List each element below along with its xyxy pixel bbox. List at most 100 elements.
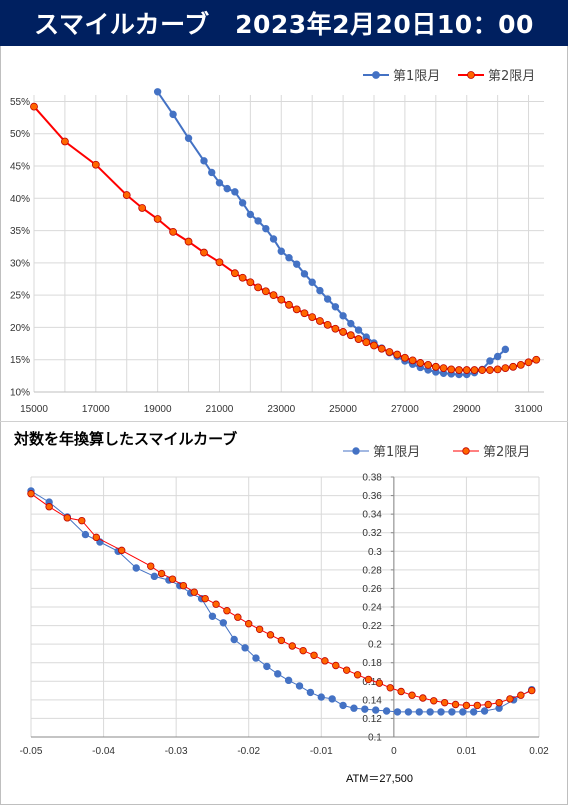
series-second-month-point — [254, 283, 262, 292]
y-tick-label: 0.36 — [362, 491, 382, 502]
y-tick-label: 45% — [10, 162, 30, 173]
series-first-month-point — [339, 312, 347, 320]
y-tick-label: 0.22 — [362, 621, 382, 632]
series-second-month-point — [493, 365, 502, 374]
series-second-month-point — [118, 546, 126, 555]
series-second-month-point — [245, 620, 253, 628]
legend-label: 第1限月 — [373, 445, 420, 460]
legend-label: 第2限月 — [488, 69, 535, 84]
series-first-month-point — [323, 295, 332, 303]
series-second-month-point — [92, 533, 101, 542]
x-tick-label: 29000 — [453, 404, 481, 415]
y-tick-label: 0.34 — [362, 510, 382, 521]
series-second-month-point — [215, 258, 224, 267]
series-first-month-point — [486, 357, 494, 365]
series-second-month-point — [375, 679, 384, 687]
series-second-month-point — [370, 341, 378, 350]
series-second-month-point — [30, 102, 38, 111]
series-second-month-point — [386, 684, 394, 692]
y-tick-label: 0.16 — [362, 677, 382, 688]
series-second-month-point — [408, 691, 416, 699]
series-second-month-point — [231, 269, 239, 278]
series-second-month-point — [342, 666, 351, 674]
x-tick-label: 31000 — [515, 404, 543, 415]
series-first-month-point — [231, 188, 239, 196]
atm-note: ATM＝27,500 — [346, 773, 414, 785]
series-second-month-point — [455, 366, 463, 374]
series-second-month-point — [346, 331, 355, 340]
series-second-month-point — [223, 607, 231, 615]
y-tick-label: 0.3 — [368, 547, 382, 558]
legend-label: 第2限月 — [483, 445, 530, 460]
series-second-month-point — [321, 657, 329, 665]
series-second-month-point — [501, 364, 510, 373]
x-tick-label: 15000 — [20, 404, 48, 415]
series-second-month-point — [323, 320, 332, 329]
series-second-month-point — [179, 581, 188, 590]
y-tick-label: 35% — [10, 226, 30, 237]
y-tick-label: 0.14 — [362, 695, 382, 706]
series-second-month-point — [509, 362, 517, 371]
series-second-month-point — [63, 514, 71, 522]
series-second-month-point — [184, 237, 193, 246]
y-tick-label: 0.24 — [362, 603, 382, 614]
x-tick-label: 19000 — [144, 404, 172, 415]
x-tick-label: 27000 — [391, 404, 419, 415]
series-first-month-point — [382, 707, 391, 715]
series-second-month-point — [362, 338, 371, 347]
series-first-month-point — [169, 110, 177, 119]
series-first-month-point — [223, 184, 231, 193]
series-first-month-point — [339, 701, 347, 710]
series-second-month-point — [424, 360, 432, 369]
y-tick-label: 0.18 — [362, 658, 382, 669]
x-tick-label: -0.01 — [310, 746, 333, 757]
series-first-month-point — [469, 708, 478, 716]
series-first-month-point — [208, 168, 216, 177]
x-tick-label: -0.05 — [20, 746, 43, 757]
series-first-month-point — [277, 247, 285, 255]
series-first-month-point — [480, 707, 489, 715]
series-second-month-point — [78, 516, 86, 525]
legend-marker — [372, 71, 380, 79]
series-first-month-point — [263, 662, 271, 671]
series-first-month-point — [269, 235, 278, 243]
series-first-month-line — [30, 490, 532, 713]
series-second-month-point — [255, 625, 264, 633]
series-first-month-point — [230, 635, 238, 644]
series-second-month-point — [147, 562, 155, 570]
series-first-month-point — [81, 530, 90, 539]
legend-marker — [467, 71, 475, 79]
series-second-month-point — [462, 366, 471, 374]
series-second-month-point — [212, 600, 220, 608]
series-second-month-point — [339, 328, 347, 336]
series-second-month-point — [138, 204, 147, 212]
series-second-month-point — [310, 651, 318, 659]
series-first-month-point — [459, 708, 467, 716]
series-first-month-point — [415, 708, 423, 716]
y-tick-label: 50% — [10, 129, 30, 140]
series-first-month-point — [448, 708, 456, 716]
series-first-month-point — [284, 676, 293, 685]
legend-marker — [462, 447, 470, 455]
series-first-month-point — [293, 260, 301, 268]
series-second-month-point — [308, 313, 317, 322]
chart2-title: 対数を年換算したスマイルカーブ — [14, 430, 238, 448]
series-second-month-point — [153, 215, 162, 223]
series-second-month-point — [431, 362, 440, 371]
series-second-month-point — [299, 646, 307, 655]
series-second-month-point — [451, 700, 460, 709]
series-second-month-point — [238, 273, 247, 282]
series-second-month-point — [486, 366, 494, 374]
series-second-month-point — [169, 227, 177, 236]
series-first-month-point — [274, 670, 282, 678]
series-second-month-point — [300, 309, 309, 318]
y-tick-label: 0.28 — [362, 565, 382, 576]
series-second-month-point — [201, 594, 209, 603]
series-second-month-point — [200, 248, 208, 257]
series-second-month-point — [524, 358, 533, 367]
x-tick-label: -0.02 — [237, 746, 260, 757]
series-second-month-point — [266, 631, 275, 639]
series-second-month-point — [354, 335, 363, 343]
series-first-month-point — [316, 286, 324, 295]
